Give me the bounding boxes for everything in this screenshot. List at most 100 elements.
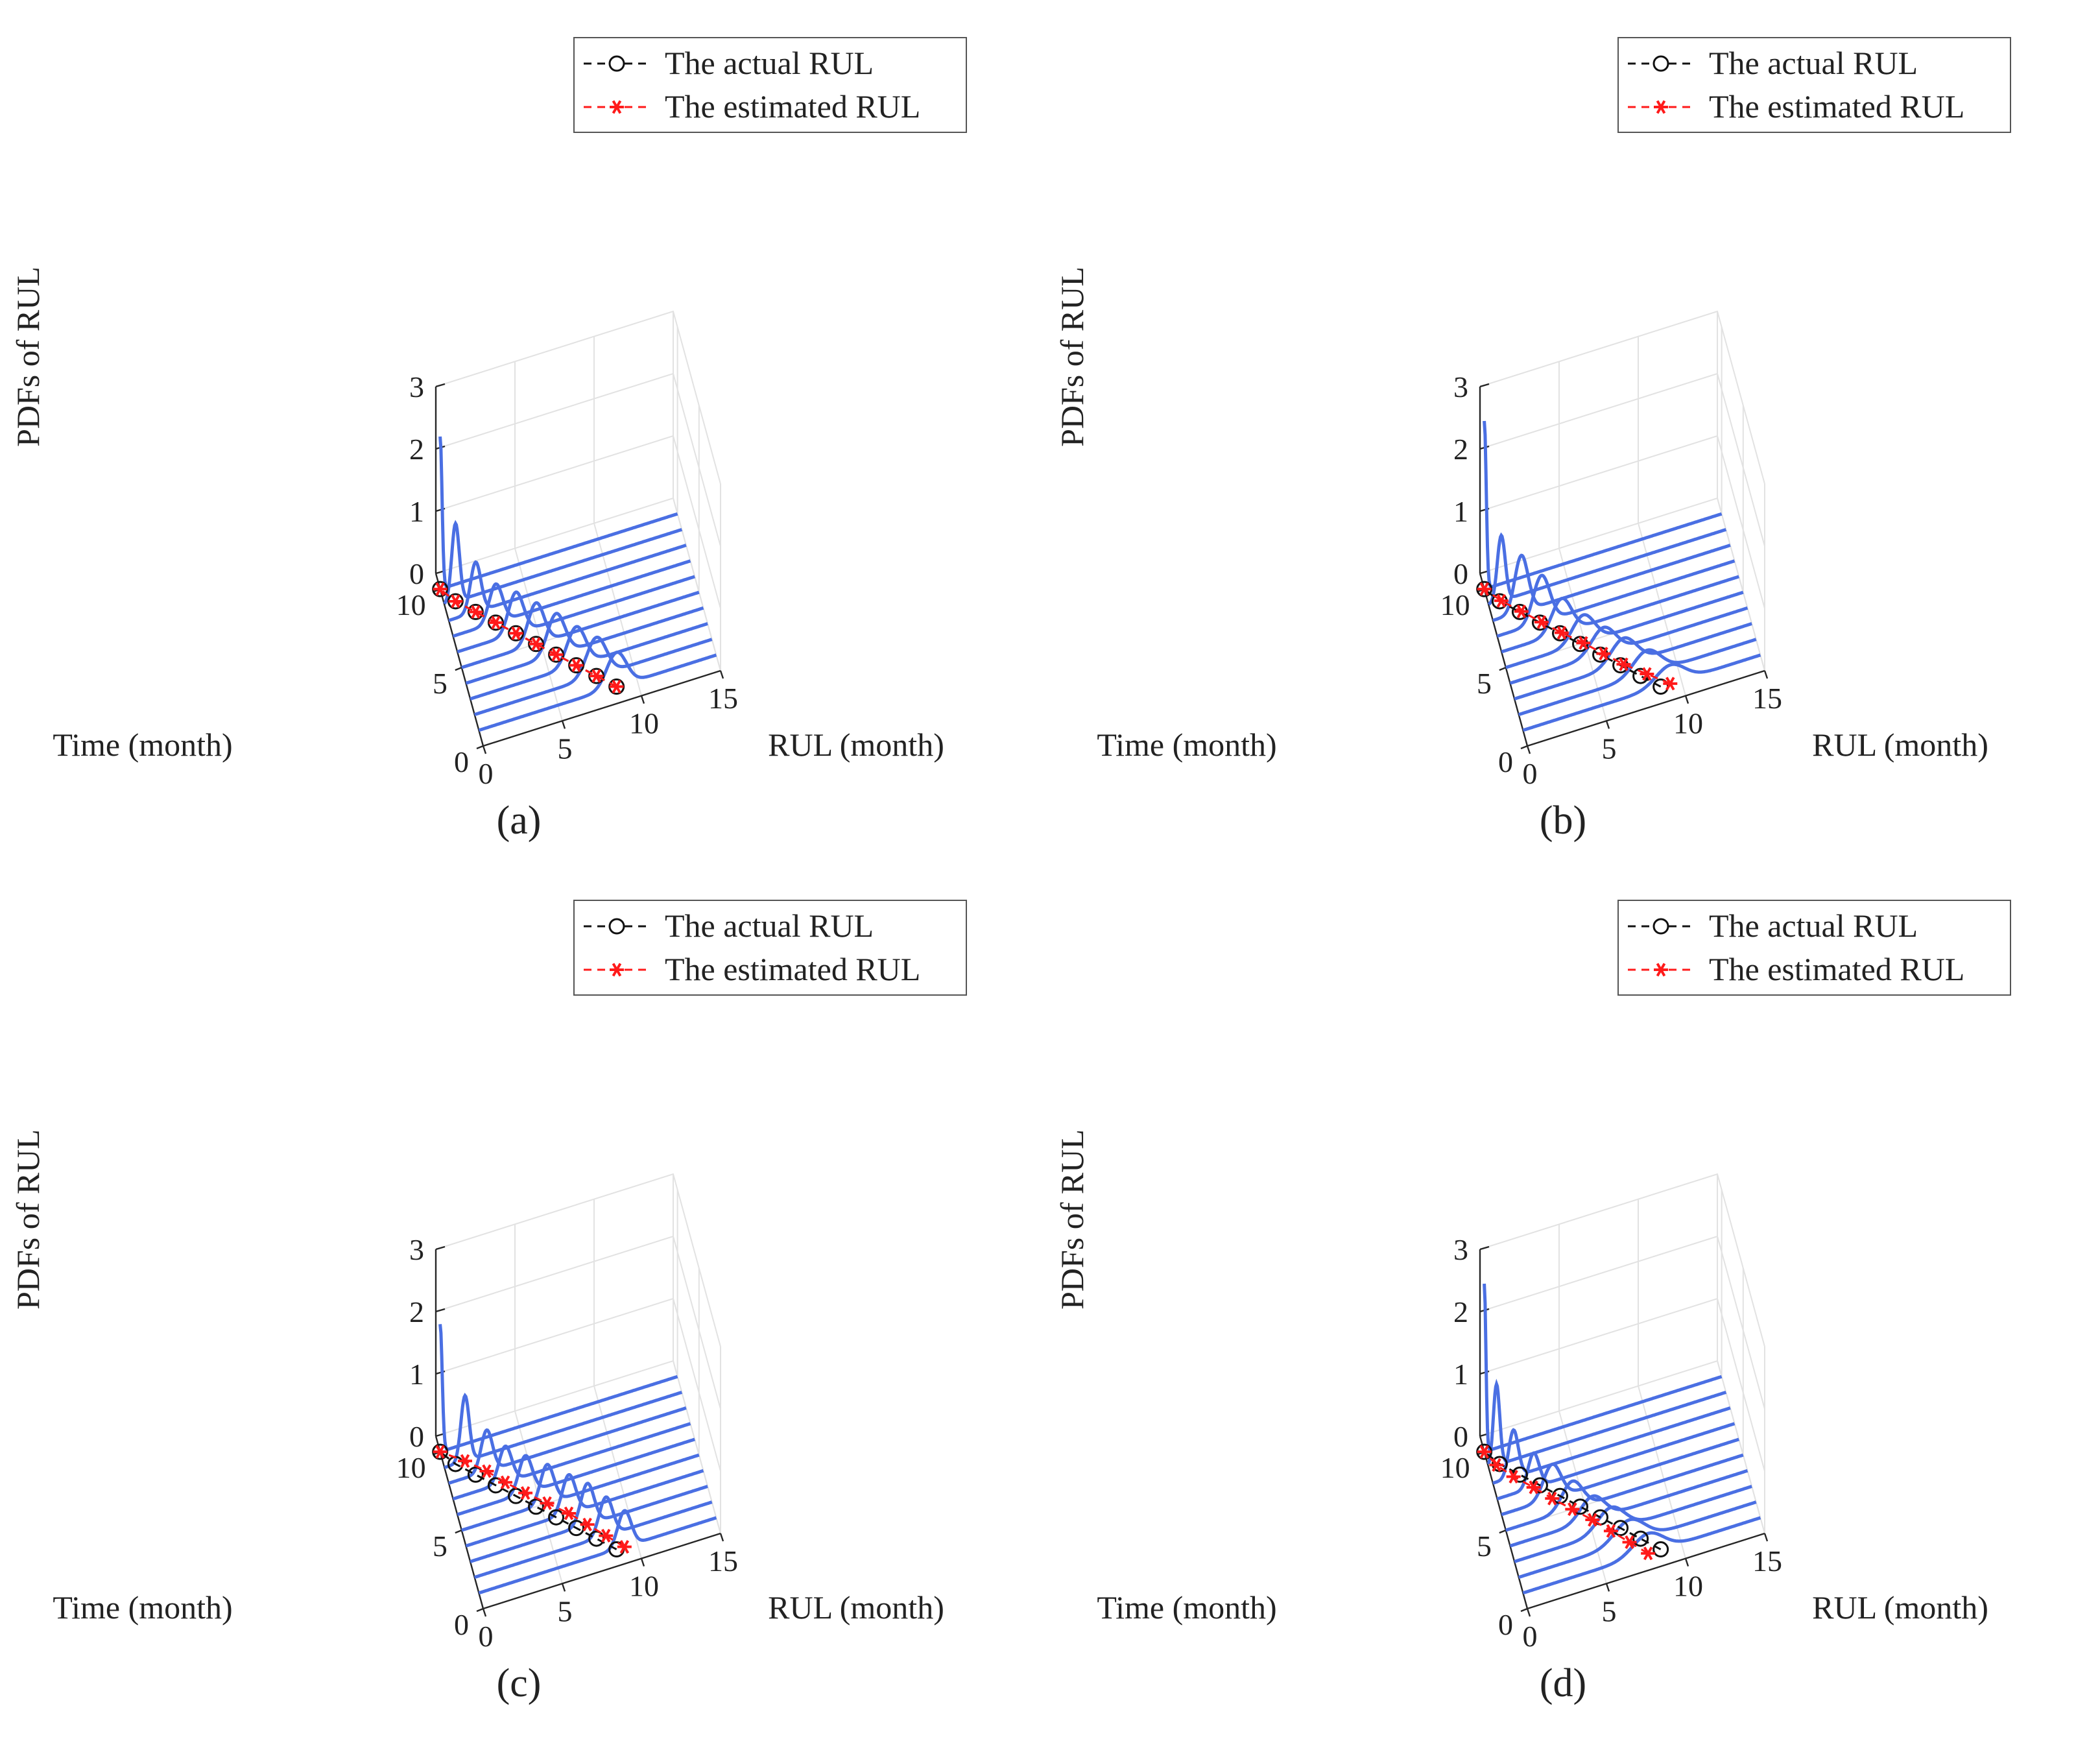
rul-axis-label: RUL (month): [768, 726, 944, 763]
estimated-rul-marker: [1545, 1491, 1560, 1506]
actual-rul-marker: [548, 1509, 565, 1526]
z-tick-label: 1: [409, 1358, 424, 1391]
pdf-curve: [1487, 528, 1727, 606]
legend-actual-label: The actual RUL: [665, 907, 874, 944]
z-tick-label: 3: [1453, 1233, 1468, 1266]
z-tick-label: 2: [409, 1295, 424, 1328]
z-tick-label: 0: [409, 1420, 424, 1453]
pdf-curve: [1501, 575, 1739, 654]
rul-tick-label: 0: [479, 757, 494, 790]
pdf-curve: [465, 606, 704, 685]
panel-caption: (a): [497, 798, 542, 843]
estimated-rul-marker: [1616, 657, 1631, 671]
pdf-curve: [1486, 1378, 1727, 1465]
pdf-curve: [1522, 653, 1761, 732]
z-axis-label: PDFs of RUL: [10, 1129, 46, 1310]
rul-tick-label: 10: [1673, 1570, 1703, 1603]
time-tick-label: 10: [1440, 1451, 1470, 1484]
estimated-rul-marker: [457, 1454, 472, 1468]
z-tick-label: 2: [409, 433, 424, 466]
time-tick-label: 10: [396, 588, 426, 621]
axes: [435, 1249, 721, 1610]
z-tick-label: 0: [1453, 557, 1468, 590]
rul-axis-label: RUL (month): [1812, 726, 1988, 763]
legend-actual-marker: [1653, 918, 1669, 935]
estimated-rul-series: [1477, 582, 1678, 691]
pdf-curves: [1483, 1283, 1761, 1595]
axes: [1479, 387, 1765, 747]
estimated-rul-marker: [479, 1464, 494, 1478]
time-tick-label: 0: [454, 1608, 469, 1641]
z-tick-label: 3: [1453, 370, 1468, 403]
panel-caption: (b): [1540, 798, 1586, 843]
pdf-curve: [461, 1453, 700, 1532]
time-axis-label: Time (month): [53, 1589, 232, 1626]
rul-tick-label: 5: [1602, 732, 1617, 765]
rul-tick-label: 0: [1523, 1620, 1538, 1653]
estimated-rul-marker: [529, 637, 543, 651]
legend: The actual RUL The estimated RUL: [573, 900, 967, 996]
panel-caption: (c): [497, 1661, 542, 1705]
actual-rul-marker: [568, 1520, 585, 1537]
pdf-curve: [478, 1509, 717, 1595]
pdf-curves: [1483, 420, 1761, 732]
legend-actual-label: The actual RUL: [1709, 907, 1918, 944]
rul-tick-label: 0: [479, 1620, 494, 1653]
actual-rul-marker: [1632, 1530, 1649, 1547]
rul-tick-label: 5: [558, 732, 573, 765]
estimated-rul-marker: [1585, 1513, 1600, 1527]
rul-tick-label: 10: [629, 1570, 659, 1603]
pdf-curves: [438, 436, 717, 732]
estimated-rul-marker: [1489, 1458, 1504, 1472]
z-tick-label: 1: [409, 495, 424, 528]
pdf-curve: [473, 635, 713, 716]
panel-caption: (d): [1540, 1661, 1586, 1705]
pdf-curve: [1509, 606, 1748, 685]
time-tick-label: 5: [1477, 1530, 1492, 1563]
pdf-curve: [1492, 1406, 1731, 1485]
estimated-rul-series: [433, 1445, 632, 1554]
pdf-curve: [470, 622, 708, 701]
axes: [1479, 1249, 1765, 1610]
estimated-rul-series: [433, 582, 624, 694]
pdf-curve: [1505, 590, 1744, 669]
pdf-curve: [1483, 420, 1723, 589]
estimated-rul-marker: [589, 669, 604, 683]
rul-tick-label: 10: [629, 707, 659, 740]
pdf-curve: [1496, 1422, 1736, 1501]
estimated-rul-marker: [540, 1496, 555, 1510]
pdf-curve: [448, 1406, 687, 1485]
legend-box: [1617, 900, 2011, 996]
legend-actual-marker: [608, 55, 625, 72]
rul-axis-label: RUL (month): [1812, 1589, 1988, 1626]
rul-axis-label: RUL (month): [768, 1589, 944, 1626]
rul-tick-label: 5: [558, 1594, 573, 1627]
legend-actual-marker: [1653, 55, 1669, 72]
estimated-rul-line: [440, 1450, 625, 1548]
time-axis: [435, 573, 484, 747]
legend-actual-label: The actual RUL: [665, 45, 874, 81]
estimated-rul-marker: [448, 594, 463, 608]
time-tick-label: 10: [1440, 588, 1470, 621]
actual-rul-line: [1483, 588, 1662, 688]
estimated-rul-marker: [1477, 582, 1492, 596]
estimated-rul-marker: [1641, 1546, 1656, 1561]
time-tick-label: 0: [1498, 745, 1513, 778]
pdf-curve: [1522, 1516, 1761, 1595]
z-axis-label: PDFs of RUL: [1054, 1129, 1090, 1310]
time-tick-label: 10: [396, 1451, 426, 1484]
rul-tick-label: 15: [1752, 1544, 1782, 1578]
rul-tick-label: 15: [708, 1544, 738, 1578]
legend-estimated-label: The estimated RUL: [665, 951, 920, 987]
estimated-rul-marker: [569, 658, 584, 673]
rul-tick-label: 10: [1673, 707, 1703, 740]
pdf-curve: [1514, 1485, 1752, 1563]
pdf-curve: [1505, 1453, 1744, 1532]
time-tick-label: 0: [454, 745, 469, 778]
legend-box: [573, 900, 967, 996]
estimated-rul-marker: [468, 605, 483, 619]
